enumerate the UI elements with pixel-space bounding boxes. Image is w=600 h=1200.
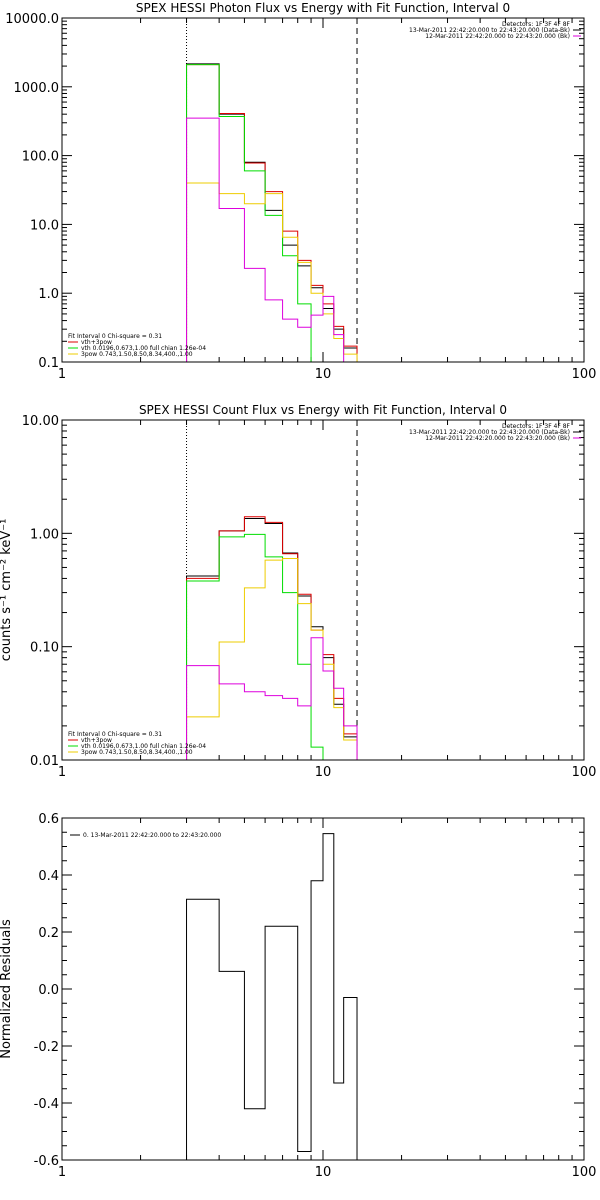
legend-right-entry: 13-Mar-2011 22:42:20.000 to 22:43:20.000… <box>409 429 570 436</box>
chart-panel-2: SPEX HESSI Count Flux vs Energy with Fit… <box>0 403 597 780</box>
x-tick-label: 10 <box>315 765 332 780</box>
plot-frame <box>61 419 585 761</box>
legend-left-entry: vth 0.0196,0.673,1.00 full chian 1.26e-0… <box>81 743 206 750</box>
x-tick-label: 1 <box>58 765 66 780</box>
series-group <box>186 63 358 362</box>
legend-right-entry: Detectors: 1F 3F 4F 8F <box>502 423 571 430</box>
y-tick-label: 0.4 <box>38 869 59 884</box>
x-tick-label: 10 <box>315 367 332 382</box>
legend-left-entry: vth+3pow <box>81 737 112 744</box>
y-tick-label: 10.0 <box>30 218 59 233</box>
y-tick-label: 0.10 <box>30 641 59 656</box>
x-tick-label: 100 <box>572 367 597 382</box>
y-tick-label: 100.0 <box>22 150 59 165</box>
y-tick-label: 1000.0 <box>14 81 60 96</box>
x-tick-label: 100 <box>572 1165 597 1180</box>
y-tick-label: 0.2 <box>38 926 59 941</box>
series-line-5 <box>186 117 345 362</box>
y-tick-label: 0.0 <box>38 983 59 998</box>
legend-right-entry: Detectors: 1F 3F 4F 8F <box>502 21 571 28</box>
chart-panel-3: Normalized Residuals 1 10 100 -0.6 -0.4 -0.2 0.… <box>0 812 596 1180</box>
chart-panel-1: SPEX HESSI Photon Flux vs Energy with Fi… <box>5 1 597 382</box>
legend-right-entry: 13-Mar-2011 22:42:20.000 to 22:43:20.000… <box>409 27 570 34</box>
x-tick-label: 100 <box>572 765 597 780</box>
series-line-4 <box>186 182 358 362</box>
legend-left-entry: vth+3pow <box>81 339 112 346</box>
series-line-4 <box>186 557 358 760</box>
y-tick-label: 10000.0 <box>5 12 59 27</box>
legend-left-entry: 0. 13-Mar-2011 22:42:20.000 to 22:43:20.… <box>83 832 221 839</box>
series-group <box>186 833 358 1160</box>
y-tick-label: 1.0 <box>38 287 59 302</box>
series-line-1 <box>186 518 358 760</box>
plot-frame <box>61 17 585 363</box>
series-line-2 <box>186 516 358 760</box>
legend-right-entry: 12-Mar-2011 22:42:20.000 to 22:43:20.000… <box>425 435 570 442</box>
x-tick-label: 1 <box>58 367 66 382</box>
y-tick-label: 0.01 <box>30 754 59 769</box>
legend-left-entry: 3pow 0.743,1.50,8.50,8.34,400.,1.00 <box>81 749 193 756</box>
y-tick-label: 0.6 <box>38 812 59 827</box>
x-tick-label: 10 <box>315 1165 332 1180</box>
chart-title: SPEX HESSI Count Flux vs Energy with Fit… <box>139 403 507 417</box>
y-axis-label: Normalized Residuals <box>0 919 14 1059</box>
series-group <box>186 516 358 760</box>
x-tick-label: 1 <box>58 1165 66 1180</box>
y-tick-label: 0.1 <box>38 356 59 371</box>
legend-right-entry: 12-Mar-2011 22:42:20.000 to 22:43:20.000… <box>425 33 570 40</box>
legend-left-entry: Fit Interval 0 Chi-square = 0.31 <box>68 333 162 340</box>
legend-left-entry: Fit Interval 0 Chi-square = 0.31 <box>68 731 162 738</box>
y-tick-label: 1.00 <box>30 527 59 542</box>
legend-left-entry: vth 0.0196,0.673,1.00 full chian 1.26e-0… <box>81 345 206 352</box>
plot-frame <box>61 817 585 1161</box>
y-tick-label: -0.6 <box>34 1154 59 1169</box>
y-axis-label: counts s⁻¹ cm⁻² keV⁻¹ <box>0 519 14 662</box>
y-tick-label: -0.2 <box>34 1040 59 1055</box>
y-tick-label: 10.00 <box>22 414 59 429</box>
series-line-1 <box>186 833 358 1160</box>
series-line-5 <box>186 637 358 760</box>
legend-left-entry: 3pow 0.743,1.50,8.50,8.34,400.,1.00 <box>81 351 193 358</box>
series-line-3 <box>186 64 324 362</box>
y-tick-label: -0.4 <box>34 1097 59 1112</box>
series-line-3 <box>186 533 324 760</box>
chart-title: SPEX HESSI Photon Flux vs Energy with Fi… <box>136 1 510 15</box>
